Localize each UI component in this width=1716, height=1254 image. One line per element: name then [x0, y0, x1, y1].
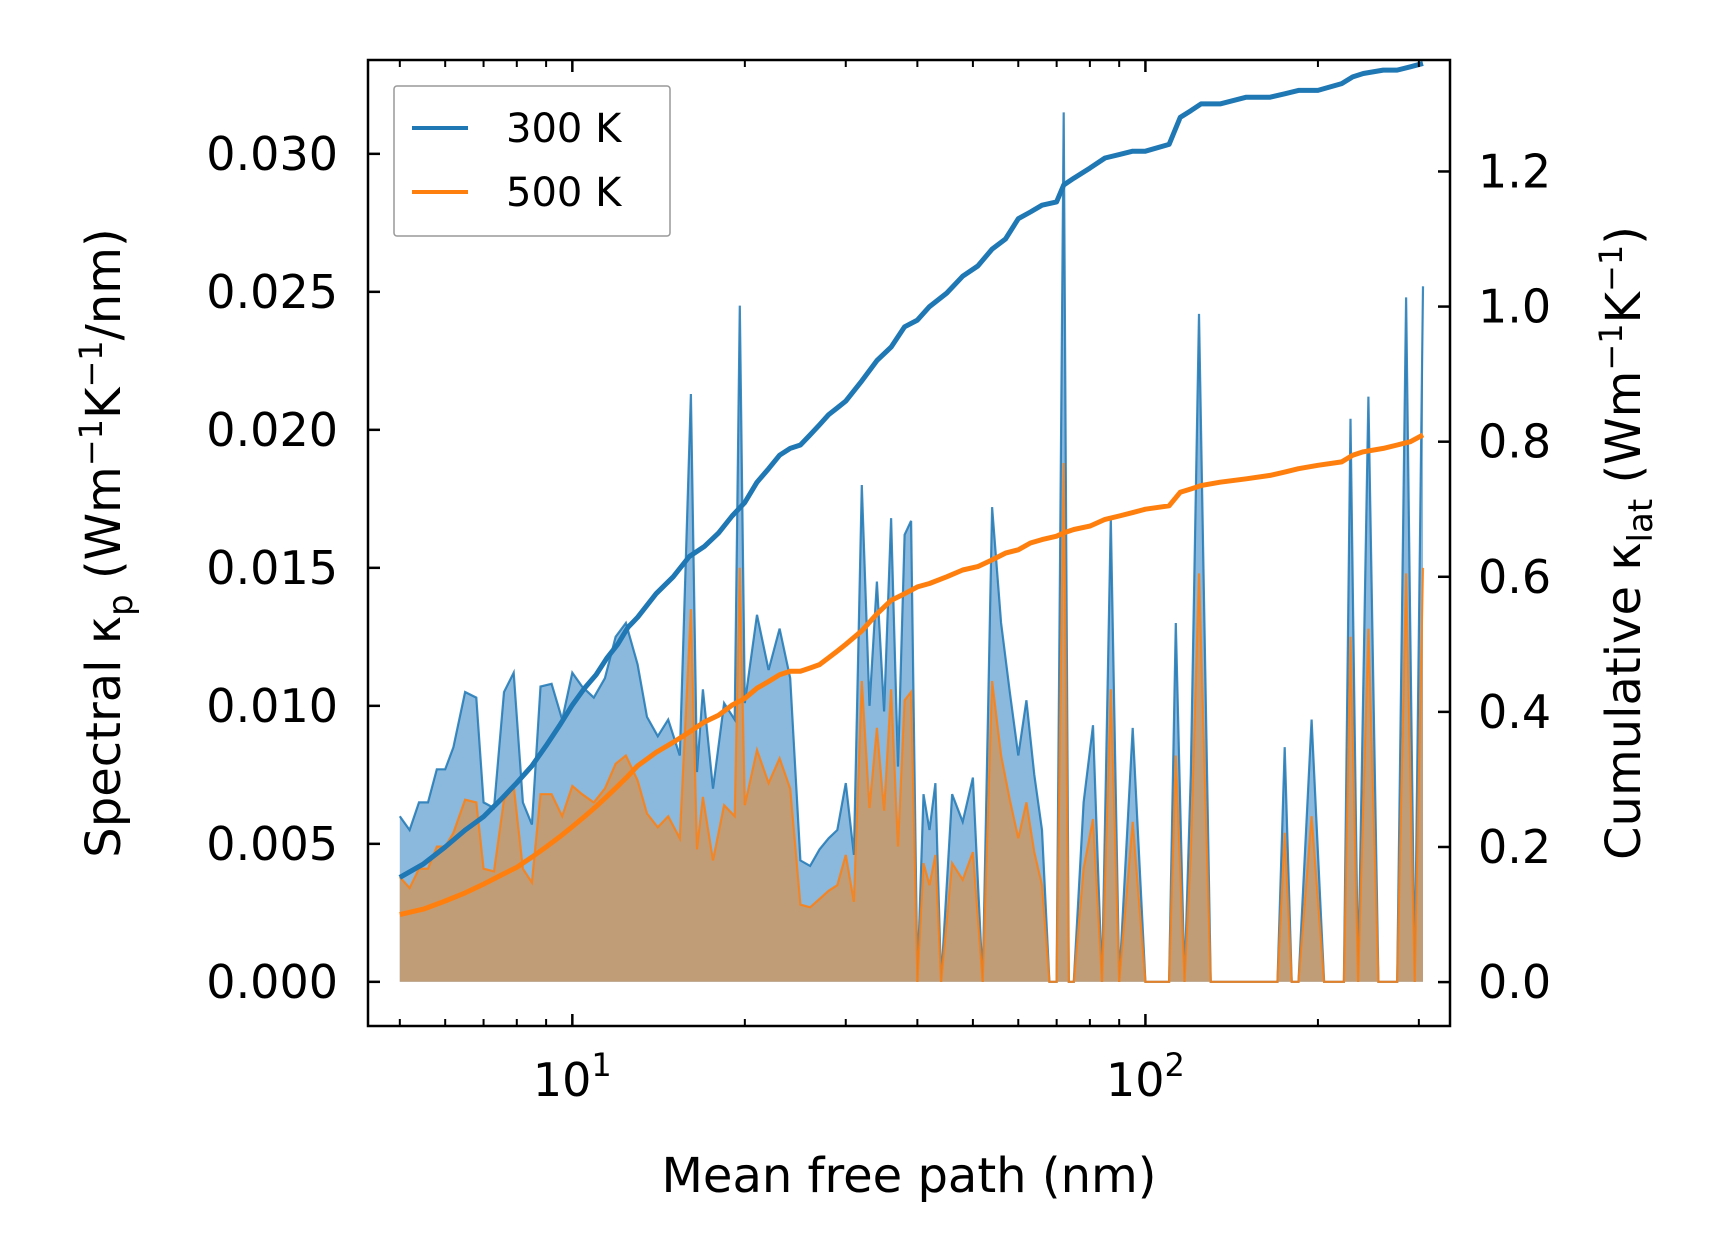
y-tick-label-right: 0.6 [1478, 550, 1551, 604]
legend: 300 K 500 K [393, 85, 671, 237]
legend-label-300k: 300 K [506, 106, 623, 152]
y-tick-label-left: 0.015 [206, 541, 338, 595]
cumulative-line-300k [398, 60, 1424, 880]
y-tick-label-left: 0.020 [206, 403, 338, 457]
plot-frame [366, 58, 1452, 1028]
y-tick-label-left: 0.000 [206, 955, 338, 1009]
plot-area [398, 60, 1425, 983]
spectral-line-500k [398, 462, 1425, 983]
y-tick-label-left: 0.010 [206, 679, 338, 733]
legend-box [393, 85, 671, 237]
y-tick-label-right: 0.2 [1478, 820, 1551, 874]
y-axis-label-left: Spectral κp (Wm−1K−1/nm) [72, 228, 141, 857]
x-tick-label: 101 [533, 1046, 612, 1107]
x-axis-label: Mean free path (nm) [662, 1148, 1157, 1204]
y-axis-label-right: Cumulative κlat (Wm−1K−1) [1592, 226, 1661, 860]
y-tick-label-right: 1.2 [1478, 144, 1551, 198]
y-tick-label-right: 0.4 [1478, 685, 1551, 739]
x-tick-label: 102 [1106, 1046, 1185, 1107]
axis-ticks: 0.000 0.005 0.010 0.015 0.020 0.025 0.030 0.0 0.… [206, 60, 1551, 1107]
cumulative-line-500k [399, 432, 1425, 917]
y-tick-label-left: 0.005 [206, 817, 338, 871]
y-tick-label-right: 1.0 [1478, 280, 1551, 334]
y-tick-label-right: 0.8 [1478, 415, 1551, 469]
legend-label-500k: 500 K [506, 170, 623, 216]
y-tick-label-right: 0.0 [1478, 955, 1551, 1009]
y-tick-label-left: 0.030 [206, 127, 338, 181]
y-tick-label-left: 0.025 [206, 265, 338, 319]
